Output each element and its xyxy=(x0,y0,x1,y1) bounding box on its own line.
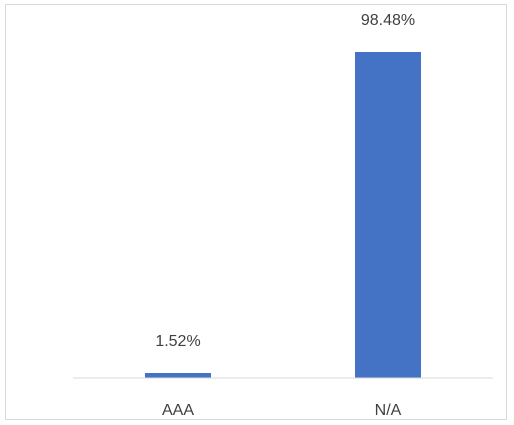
labels-group: 1.52% AAA 98.48% N/A xyxy=(155,12,415,419)
chart-frame xyxy=(5,4,507,420)
data-label: 1.52% xyxy=(155,333,200,350)
x-tick-label: AAA xyxy=(162,402,194,419)
x-tick-label: N/A xyxy=(375,402,402,419)
bar-aaa xyxy=(145,373,211,378)
data-label: 98.48% xyxy=(361,12,415,29)
bar-n-a xyxy=(355,52,421,378)
bars-group xyxy=(145,52,421,378)
